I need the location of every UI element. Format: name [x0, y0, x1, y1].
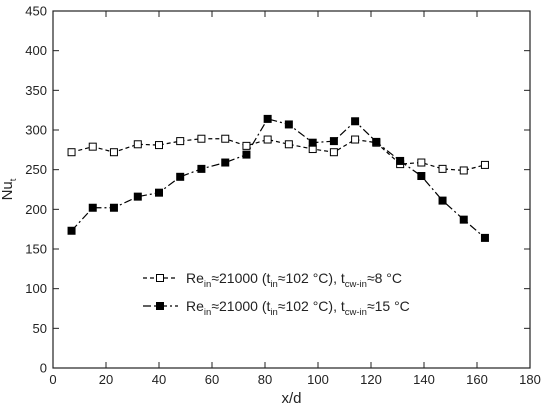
x-tick-label: 0: [49, 372, 56, 387]
legend-marker: [156, 274, 164, 282]
data-point: [197, 134, 206, 143]
data-point: [263, 114, 272, 123]
series-2: [67, 114, 489, 242]
legend-tcw-sub: cw-in: [345, 279, 367, 290]
data-point: [133, 140, 142, 149]
legend-text-part: ≈21000 (t: [211, 270, 270, 286]
y-tick-label: 50: [33, 321, 47, 336]
legend-re-sub: in: [204, 279, 211, 290]
legend-text-part: ≈15 °C: [367, 298, 410, 314]
x-tick-label: 80: [258, 372, 272, 387]
data-point: [438, 164, 447, 173]
y-tick-label: 100: [25, 281, 47, 296]
x-tick-label: 140: [413, 372, 435, 387]
data-point: [221, 134, 230, 143]
x-tick-label: 100: [307, 372, 329, 387]
legend-text-part: ≈102 °C), t: [278, 298, 345, 314]
series-layer: [67, 114, 489, 242]
y-tick-label: 300: [25, 123, 47, 138]
data-point: [67, 148, 76, 157]
y-axis-title-sub: t: [8, 178, 19, 181]
data-point: [109, 148, 118, 157]
data-point: [88, 203, 97, 212]
y-tick-label: 250: [25, 162, 47, 177]
legend-tcw-sub: cw-in: [345, 307, 367, 318]
y-tick-label: 450: [25, 4, 47, 19]
data-point: [176, 137, 185, 146]
legend-text-part: ≈8 °C: [367, 270, 402, 286]
y-tick-label: 350: [25, 83, 47, 98]
axes: 0 20 40 60 80 100 120 140 160 180 0 50 100 150 200 250 3…: [0, 4, 541, 408]
legend: Rein≈21000 (tin≈102 °C), tcw-in≈8 °CRein…: [143, 270, 410, 318]
data-point: [242, 150, 251, 159]
data-point: [155, 141, 163, 150]
data-point: [133, 192, 142, 201]
legend-re: Re: [186, 298, 204, 314]
legend-text-part: ≈102 °C), t: [278, 270, 345, 286]
legend-entry-1: Rein≈21000 (tin≈102 °C), tcw-in≈8 °C: [143, 270, 402, 290]
y-tick-label: 0: [40, 361, 47, 376]
data-point: [67, 226, 76, 235]
legend-label: Rein≈21000 (tin≈102 °C), tcw-in≈8 °C: [186, 270, 402, 290]
legend-label: Rein≈21000 (tin≈102 °C), tcw-in≈15 °C: [186, 298, 410, 318]
x-tick-label: 120: [360, 372, 382, 387]
x-tick-label: 180: [519, 372, 541, 387]
data-point: [396, 156, 405, 165]
x-axis-title: x/d: [281, 390, 301, 407]
legend-t-sub: in: [270, 307, 277, 318]
data-point: [480, 160, 489, 169]
legend-re-sub: in: [204, 307, 211, 318]
x-tick-label: 40: [152, 372, 166, 387]
data-point: [176, 172, 185, 181]
data-point: [109, 203, 118, 212]
data-point: [480, 233, 489, 242]
data-point: [372, 137, 381, 146]
legend-t-sub: in: [270, 279, 277, 290]
data-point: [284, 120, 293, 129]
y-tick-label: 400: [25, 43, 47, 58]
x-tick-label: 60: [205, 372, 219, 387]
plot-frame: [52, 10, 531, 369]
x-tick-label: 20: [99, 372, 113, 387]
y-axis-title: Nut: [0, 178, 19, 200]
legend-marker: [156, 302, 164, 310]
data-point: [351, 117, 360, 126]
legend-re: Re: [186, 270, 204, 286]
data-point: [329, 137, 338, 146]
data-point: [242, 141, 251, 150]
x-tick-label: 160: [466, 372, 488, 387]
data-point: [308, 138, 317, 147]
data-point: [459, 215, 468, 224]
legend-text-part: ≈21000 (t: [211, 298, 270, 314]
data-point: [88, 142, 97, 151]
data-point: [459, 166, 468, 175]
data-point: [263, 135, 272, 144]
data-point: [221, 158, 230, 167]
data-point: [329, 148, 338, 157]
data-point: [197, 164, 206, 173]
data-point: [438, 196, 447, 205]
y-tick-label: 150: [25, 242, 47, 257]
data-point: [155, 188, 163, 197]
data-point: [417, 158, 426, 167]
data-point: [284, 140, 293, 149]
series-1: [67, 134, 489, 175]
data-point: [417, 172, 426, 181]
y-tick-label: 200: [25, 202, 47, 217]
data-point: [351, 135, 360, 144]
y-axis-title-main: Nu: [0, 181, 16, 200]
legend-entry-2: Rein≈21000 (tin≈102 °C), tcw-in≈15 °C: [143, 298, 410, 318]
